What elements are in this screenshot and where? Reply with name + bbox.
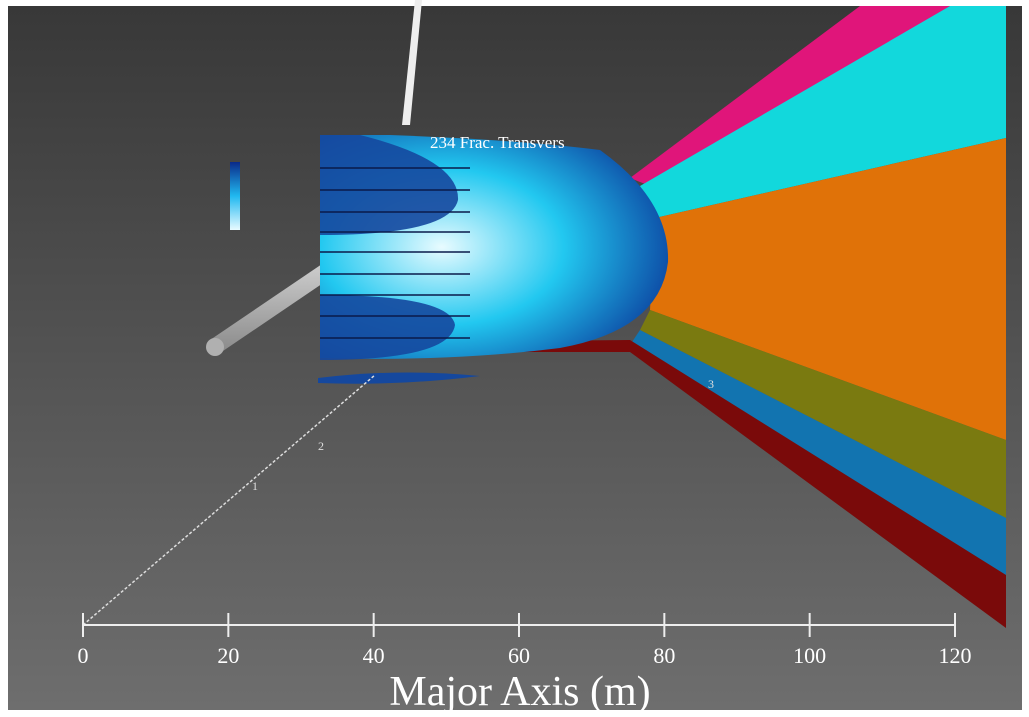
tick-label: 100 bbox=[793, 643, 826, 668]
dark-slice bbox=[318, 372, 480, 384]
tick-label: 20 bbox=[217, 643, 239, 668]
dark-lobe bbox=[320, 135, 459, 235]
slice-lines bbox=[320, 167, 470, 339]
ticks: 0 20 40 60 80 100 120 bbox=[78, 613, 972, 668]
cyan-fan bbox=[640, 6, 1006, 218]
tick-label: 80 bbox=[653, 643, 675, 668]
depth-tick-label: 2 bbox=[318, 439, 324, 453]
cylinder-end bbox=[206, 338, 224, 356]
dark-lobe bbox=[320, 295, 455, 360]
tick-label: 40 bbox=[363, 643, 385, 668]
pink-fan bbox=[630, 6, 950, 188]
axis-title: Major Axis (m) bbox=[389, 669, 650, 715]
depth-tick-label: 1 bbox=[252, 479, 258, 493]
blue-fan bbox=[630, 330, 1006, 575]
tick-label: 0 bbox=[78, 643, 89, 668]
colorbar bbox=[230, 162, 240, 230]
pole bbox=[402, 0, 422, 125]
tick-label: 60 bbox=[508, 643, 530, 668]
orange-fan bbox=[650, 138, 1006, 440]
olive-fan bbox=[640, 310, 1006, 518]
depth-tick-label: 3 bbox=[708, 377, 714, 391]
cylinder bbox=[210, 262, 335, 353]
depth-axis bbox=[82, 374, 376, 626]
tick-label: 120 bbox=[939, 643, 972, 668]
caption: 234 Frac. Transvers bbox=[430, 133, 565, 152]
